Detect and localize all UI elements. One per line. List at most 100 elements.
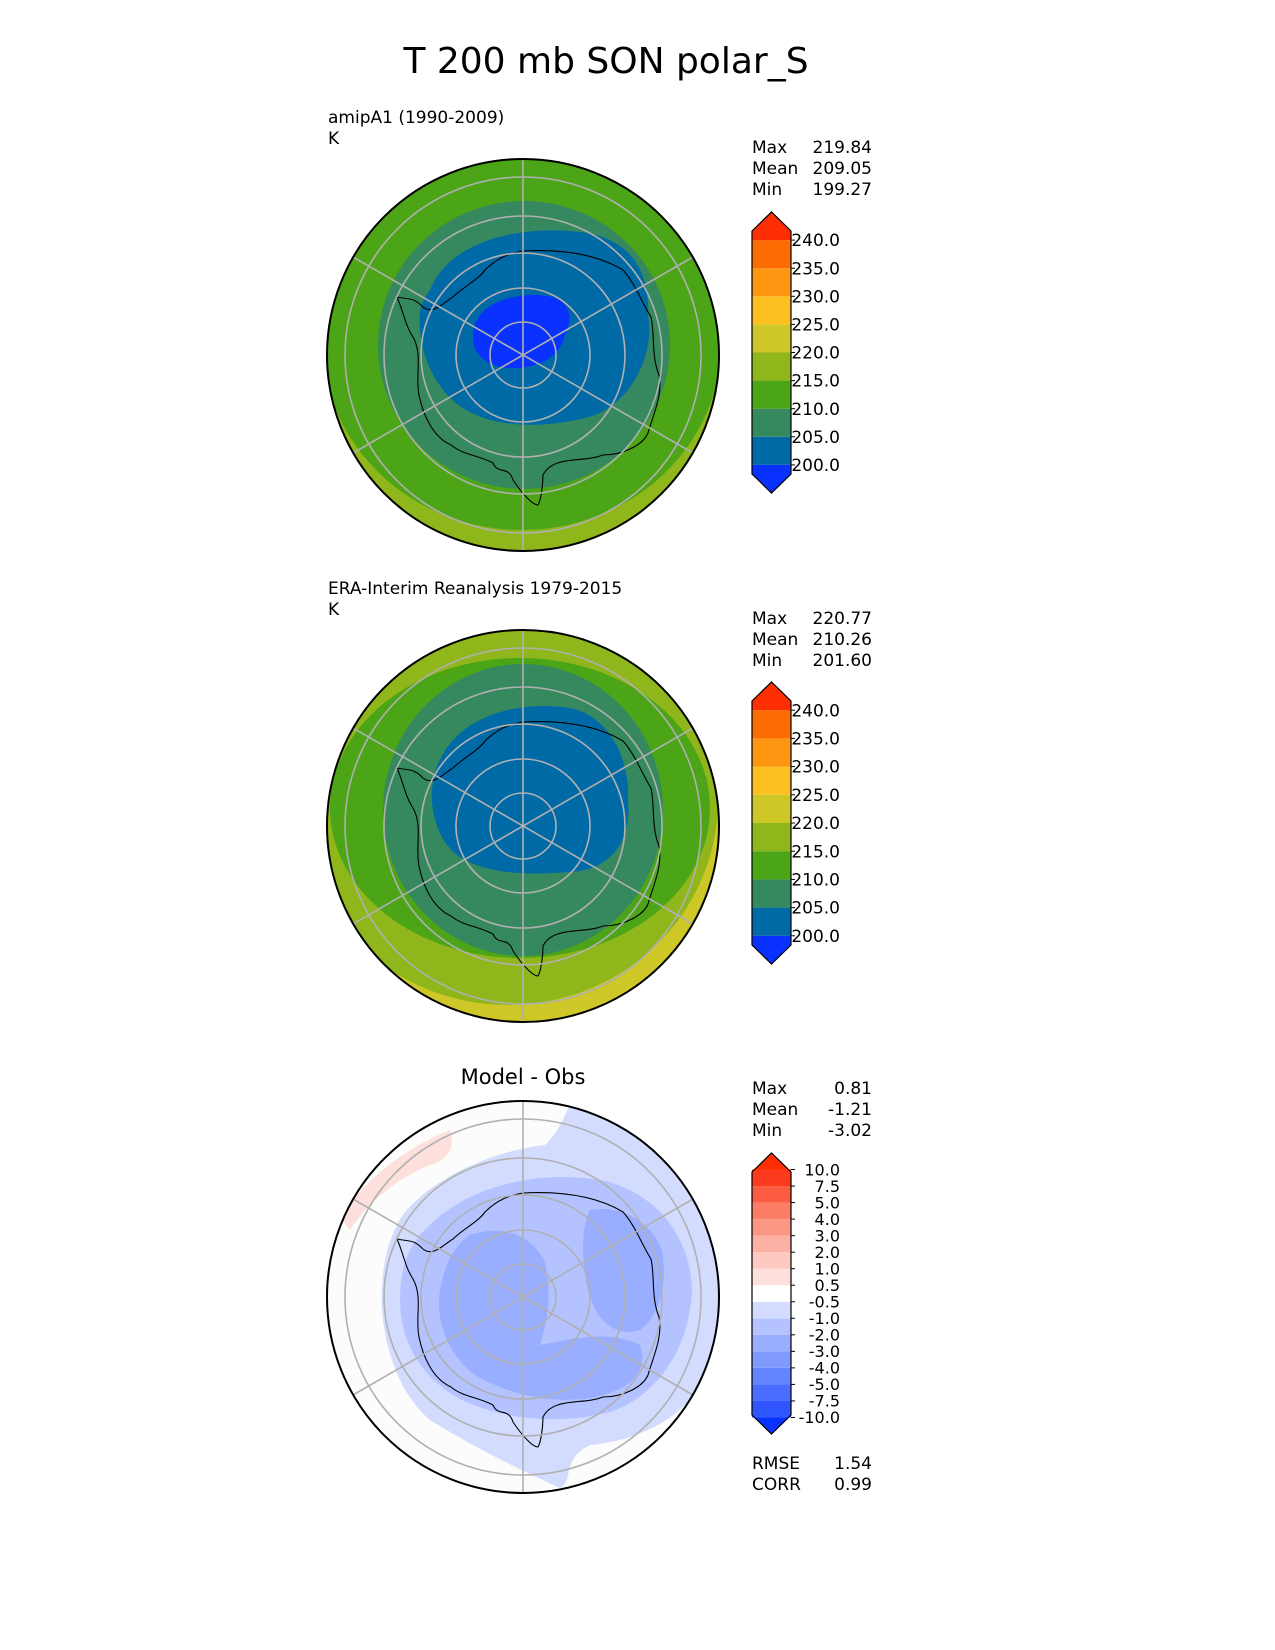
- colorbar-segment: [752, 851, 791, 880]
- colorbar-segment: [752, 1235, 791, 1253]
- panel-diff-metrics: RMSE 1.54 CORR 0.99: [752, 1454, 872, 1495]
- colorbar-segment: [752, 1285, 791, 1302]
- stat-label: Min: [752, 1121, 782, 1141]
- colorbar-tick-label: -7.5: [809, 1392, 840, 1411]
- stat-value: 220.77: [813, 609, 872, 629]
- colorbar-outline: [751, 1152, 792, 1435]
- colorbar-model: 200.0 205.0 210.0 215.0 220.0 225.0 230.0 235.0…: [751, 211, 840, 494]
- stat-value: 209.05: [813, 159, 872, 179]
- colorbar-segment: [752, 1202, 791, 1220]
- field-below-200: [473, 294, 570, 369]
- stat-value: 210.26: [813, 630, 872, 650]
- stat-value: 0.81: [834, 1079, 872, 1099]
- colorbar-tick-label: 240.0: [791, 231, 840, 251]
- colorbar-tick-label: 220.0: [791, 344, 840, 364]
- colorbar-segment: [752, 1351, 791, 1368]
- stat-label: Min: [752, 180, 782, 200]
- colorbar-segment: [752, 408, 791, 437]
- stat-label: Max: [752, 609, 787, 629]
- panel-model-stats: Max 219.84 Mean 209.05 Min 199.27: [752, 138, 872, 200]
- colorbar-tick-label: 200.0: [791, 927, 840, 947]
- stat-label: Max: [752, 138, 787, 158]
- panel-obs-frame: [326, 629, 720, 1023]
- colorbar-tick-label: 7.5: [815, 1177, 840, 1196]
- metric-value: 1.54: [834, 1454, 872, 1474]
- colorbar-tick-label: 3.0: [815, 1226, 840, 1245]
- stat-value: 201.60: [813, 651, 872, 671]
- colorbar-segment: [752, 1367, 791, 1385]
- panel-diff-frame: [326, 1100, 720, 1494]
- colorbar-segment: [752, 1301, 791, 1319]
- stat-label: Mean: [752, 159, 798, 179]
- field-neg-2-3: [438, 1230, 643, 1400]
- colorbar-obs: 200.0 205.0 210.0 215.0 220.0 225.0 230.0 235.0…: [751, 681, 840, 965]
- colorbar-tick-label: 235.0: [791, 730, 840, 750]
- field-positive-0.5-1: [340, 1130, 452, 1230]
- panel-obs-gridlines: [344, 630, 702, 1022]
- colorbar-segment: [752, 794, 791, 823]
- metric-label: CORR: [752, 1475, 801, 1495]
- colorbar-tick-label: 240.0: [791, 701, 840, 721]
- panel-obs-stats: Max 220.77 Mean 210.26 Min 201.60: [752, 609, 872, 671]
- stat-label: Mean: [752, 1100, 798, 1120]
- colorbar-tick-label: 230.0: [791, 287, 840, 307]
- colorbar-tick-label: -1.0: [809, 1309, 840, 1328]
- stat-label: Mean: [752, 630, 798, 650]
- colorbar-diff: -10.0-7.5-5.0-4.0-3.0-2.0-1.0-0.50.51.02…: [751, 1152, 840, 1435]
- colorbar-segment: [752, 1169, 791, 1187]
- colorbar-segment: [752, 766, 791, 795]
- colorbar-tick-label: 225.0: [791, 316, 840, 336]
- field-200-205: [431, 705, 629, 874]
- colorbar-tick-label: 200.0: [791, 456, 840, 476]
- colorbar-tick-label: 220.0: [791, 814, 840, 834]
- colorbar-tick-label: -3.0: [809, 1342, 840, 1361]
- colorbar-segment: [752, 352, 791, 381]
- colorbar-segment: [752, 380, 791, 409]
- field-neg-2-3: [583, 1209, 664, 1332]
- colorbar-segment: [752, 1400, 791, 1418]
- stat-label: Max: [752, 1079, 787, 1099]
- panel-diff: Model - Obs Max 0.81 Mean -1.: [326, 1065, 872, 1495]
- colorbar-tick-label: -2.0: [809, 1326, 840, 1345]
- colorbar-outline: [751, 681, 792, 965]
- panel-model-gridlines: [344, 159, 702, 551]
- panel-diff-title: Model - Obs: [461, 1065, 586, 1089]
- panel-model-units: K: [328, 129, 340, 149]
- colorbar-tick-label: 205.0: [791, 899, 840, 919]
- stat-label: Min: [752, 651, 782, 671]
- colorbar-segment: [752, 710, 791, 739]
- colorbar-segment: [752, 1153, 791, 1172]
- colorbar-segment: [752, 1415, 791, 1434]
- panel-diff-gridlines: [344, 1101, 702, 1493]
- colorbar-tick-label: 1.0: [815, 1259, 840, 1278]
- colorbar-segment: [752, 935, 791, 964]
- colorbar-segment: [752, 879, 791, 908]
- colorbar-segment: [752, 296, 791, 325]
- colorbar-tick-label: -10.0: [799, 1408, 840, 1427]
- stat-value: -3.02: [828, 1121, 872, 1141]
- colorbar-segment: [752, 240, 791, 269]
- colorbar-tick-label: 225.0: [791, 786, 840, 806]
- metric-label: RMSE: [752, 1454, 800, 1474]
- panel-model: amipA1 (1990-2009) K Max 219.84 Mean: [326, 108, 872, 552]
- colorbar-segment: [752, 907, 791, 936]
- colorbar-segment: [752, 212, 791, 241]
- colorbar-tick-label: 205.0: [791, 428, 840, 448]
- colorbar-segment: [752, 1219, 791, 1236]
- colorbar-segment: [752, 268, 791, 297]
- panel-model-map: [327, 159, 719, 551]
- colorbar-tick-label: 235.0: [791, 259, 840, 279]
- colorbar-segment: [752, 823, 791, 852]
- colorbar-tick-label: 215.0: [791, 372, 840, 392]
- panel-obs-units: K: [328, 600, 340, 620]
- colorbar-segment: [752, 1268, 791, 1286]
- colorbar-tick-label: 4.0: [815, 1210, 840, 1229]
- colorbar-tick-label: 5.0: [815, 1193, 840, 1212]
- colorbar-tick-label: 215.0: [791, 842, 840, 862]
- colorbar-segment: [752, 436, 791, 465]
- colorbar-segment: [752, 324, 791, 353]
- colorbar-tick-label: -4.0: [809, 1359, 840, 1378]
- colorbar-tick-label: 2.0: [815, 1243, 840, 1262]
- colorbar-tick-label: 10.0: [804, 1160, 840, 1179]
